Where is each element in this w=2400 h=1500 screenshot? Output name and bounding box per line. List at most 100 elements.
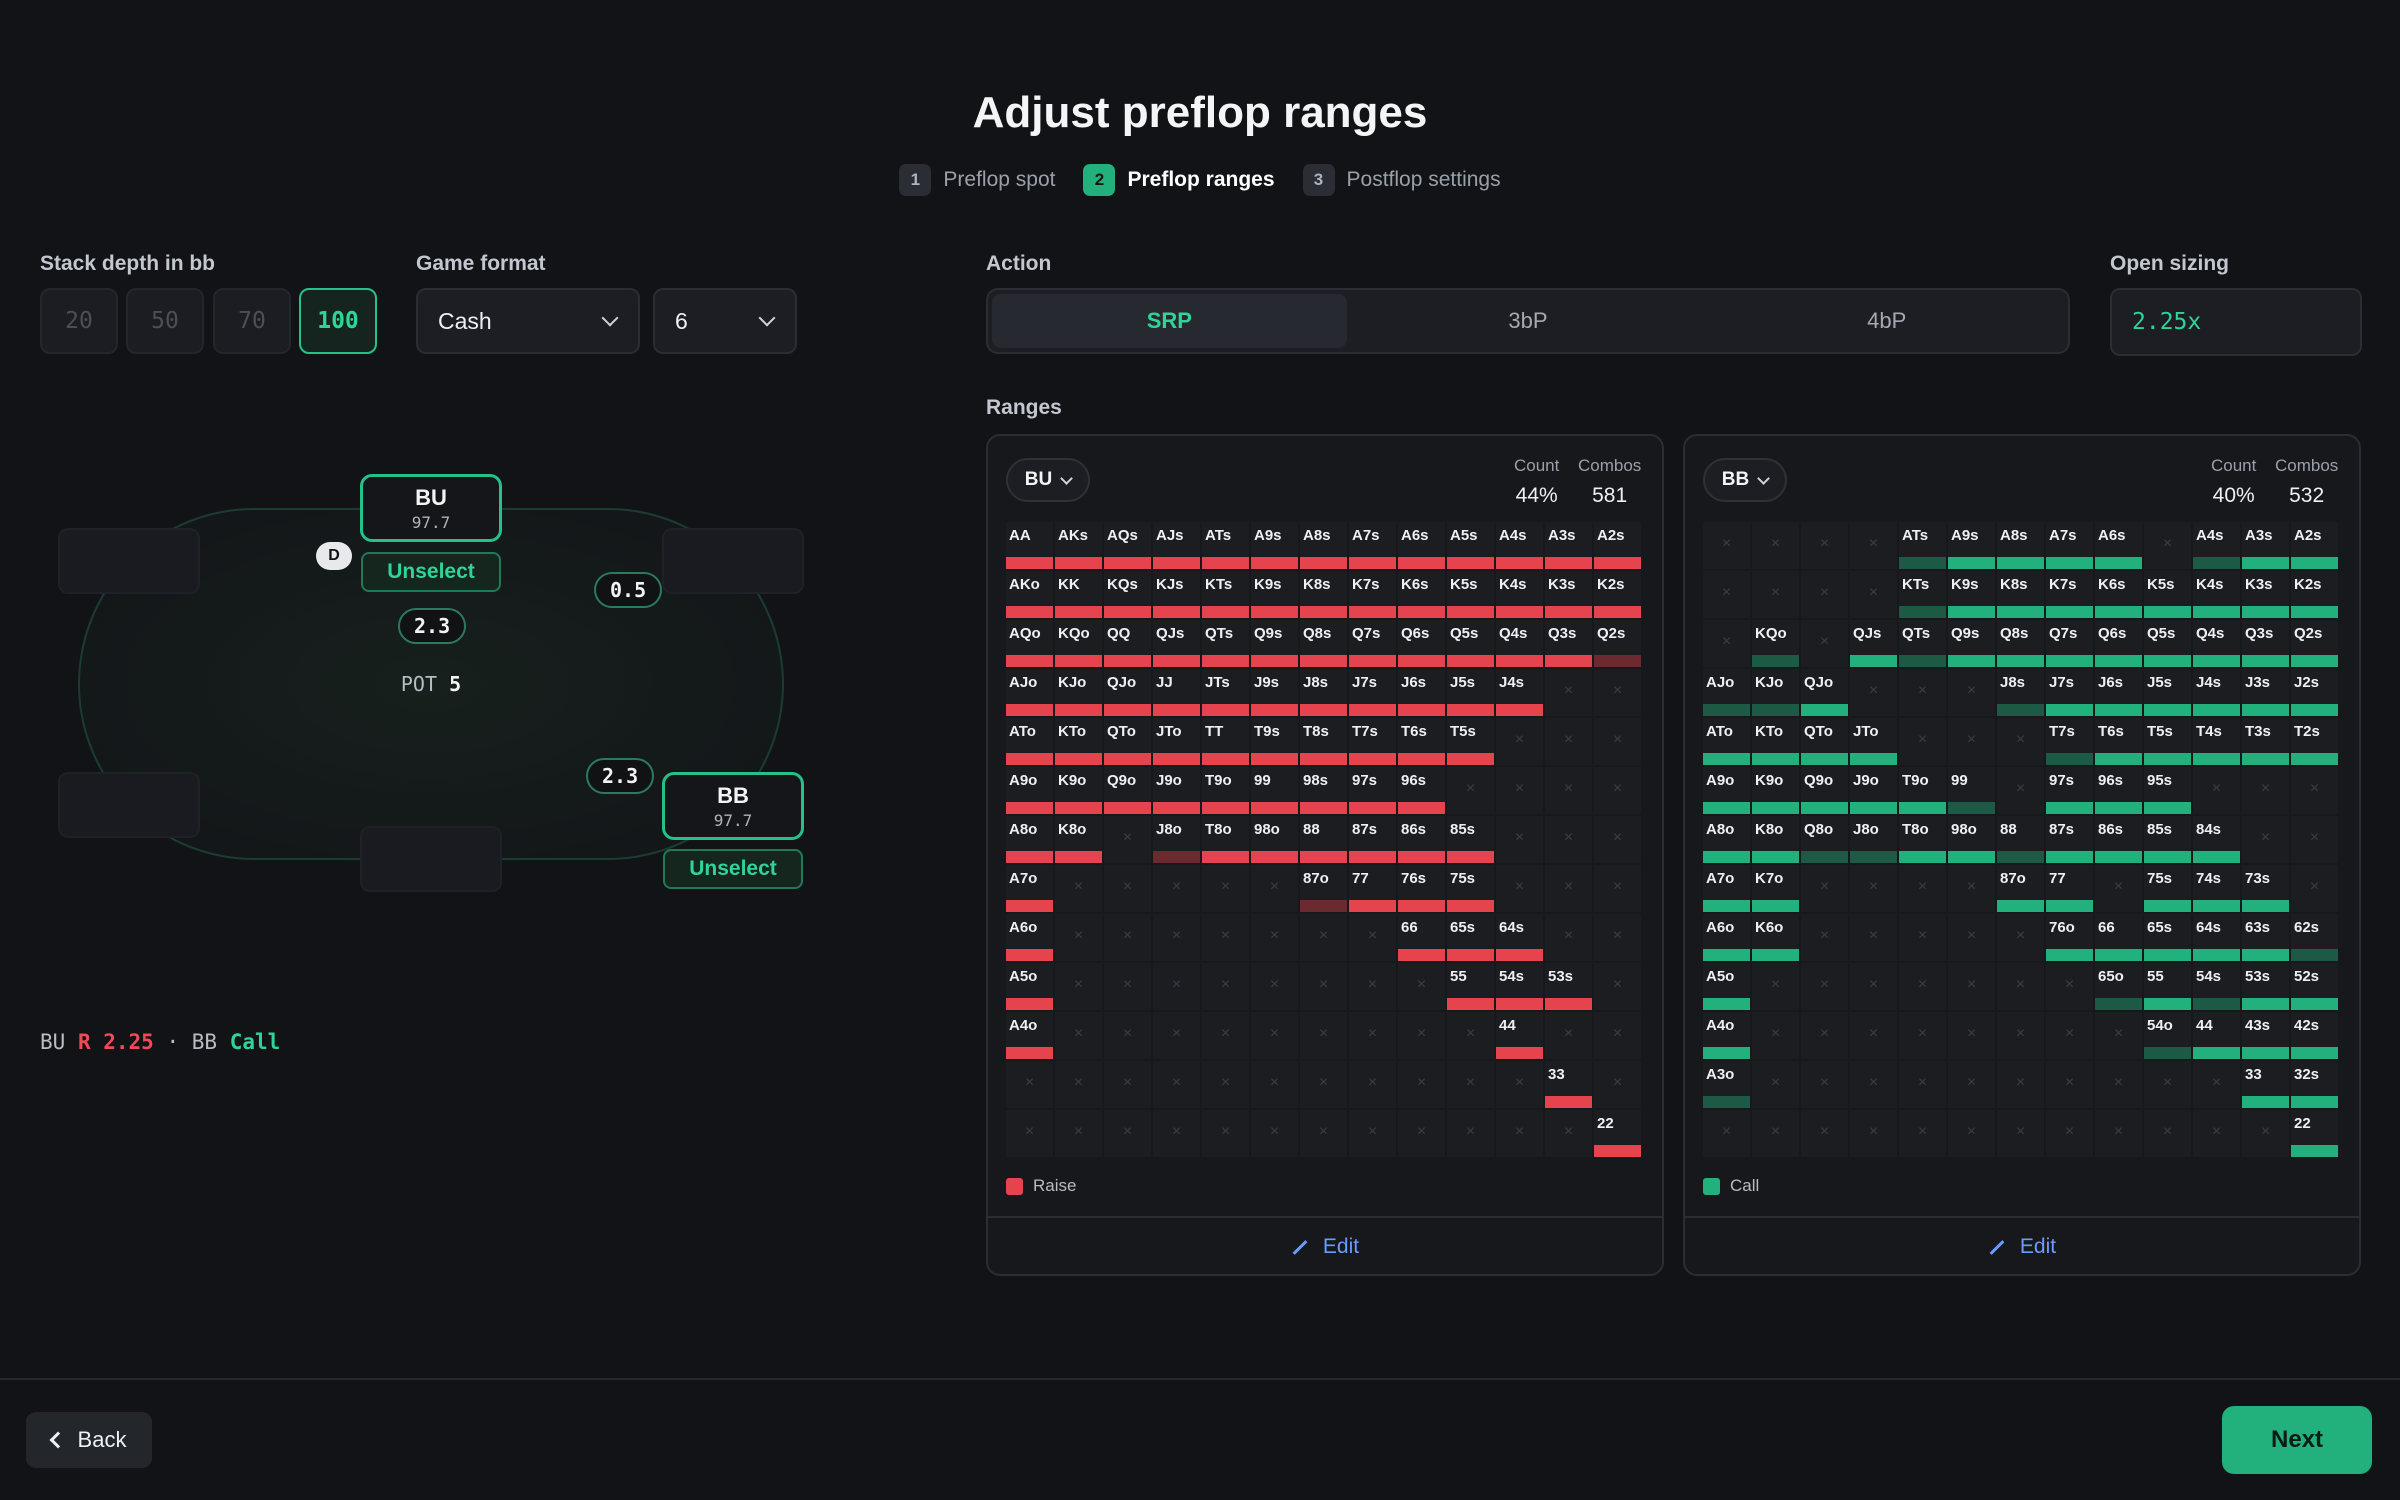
- hand-cell[interactable]: J5s: [1447, 669, 1494, 716]
- hand-cell-excluded[interactable]: ×: [1447, 1061, 1494, 1108]
- hand-cell[interactable]: K7s: [1349, 571, 1396, 618]
- hand-cell-excluded[interactable]: ×: [1496, 767, 1543, 814]
- hand-cell[interactable]: JTo: [1850, 718, 1897, 765]
- hand-cell[interactable]: Q9s: [1251, 620, 1298, 667]
- hand-cell-excluded[interactable]: ×: [1153, 1061, 1200, 1108]
- hand-cell-excluded[interactable]: ×: [1104, 865, 1151, 912]
- hand-cell[interactable]: A4o: [1006, 1012, 1053, 1059]
- hand-cell-excluded[interactable]: ×: [1594, 767, 1641, 814]
- hand-cell[interactable]: AJo: [1006, 669, 1053, 716]
- hand-cell[interactable]: AJs: [1153, 522, 1200, 569]
- seat-bb[interactable]: BB 97.7: [662, 772, 804, 840]
- hand-cell[interactable]: K4s: [2193, 571, 2240, 618]
- hand-cell-excluded[interactable]: ×: [1104, 1012, 1151, 1059]
- hand-cell-excluded[interactable]: ×: [1349, 1012, 1396, 1059]
- hand-cell-excluded[interactable]: ×: [1801, 865, 1848, 912]
- hand-cell[interactable]: A7o: [1703, 865, 1750, 912]
- hand-cell[interactable]: 22: [2291, 1110, 2338, 1157]
- hand-cell[interactable]: Q5s: [2144, 620, 2191, 667]
- hand-cell-excluded[interactable]: ×: [1104, 914, 1151, 961]
- hand-cell-excluded[interactable]: ×: [1251, 1012, 1298, 1059]
- hand-cell[interactable]: Q7s: [2046, 620, 2093, 667]
- hand-cell-excluded[interactable]: ×: [1349, 1110, 1396, 1157]
- step-preflop-ranges[interactable]: 2 Preflop ranges: [1083, 164, 1275, 196]
- hand-cell[interactable]: AQs: [1104, 522, 1151, 569]
- hand-cell[interactable]: A3s: [2242, 522, 2289, 569]
- hand-cell[interactable]: K6s: [1398, 571, 1445, 618]
- hand-cell[interactable]: 64s: [2193, 914, 2240, 961]
- edit-button[interactable]: Edit: [1685, 1216, 2359, 1276]
- hand-cell[interactable]: A7s: [1349, 522, 1396, 569]
- hand-cell[interactable]: AKs: [1055, 522, 1102, 569]
- hand-cell[interactable]: 52s: [2291, 963, 2338, 1010]
- hand-cell[interactable]: K9o: [1752, 767, 1799, 814]
- hand-cell-excluded[interactable]: ×: [2242, 1110, 2289, 1157]
- hand-cell-excluded[interactable]: ×: [1850, 1110, 1897, 1157]
- hand-cell[interactable]: A8s: [1997, 522, 2044, 569]
- hand-cell-excluded[interactable]: ×: [1801, 571, 1848, 618]
- hand-cell-excluded[interactable]: ×: [2046, 963, 2093, 1010]
- hand-cell[interactable]: K9s: [1948, 571, 1995, 618]
- hand-cell-excluded[interactable]: ×: [2046, 1012, 2093, 1059]
- hand-cell-excluded[interactable]: ×: [1801, 914, 1848, 961]
- hand-cell[interactable]: K7o: [1752, 865, 1799, 912]
- hand-cell[interactable]: QJs: [1850, 620, 1897, 667]
- hand-cell[interactable]: QJo: [1104, 669, 1151, 716]
- hand-cell[interactable]: A9o: [1703, 767, 1750, 814]
- hand-cell-excluded[interactable]: ×: [1997, 963, 2044, 1010]
- hand-cell-excluded[interactable]: ×: [1447, 1110, 1494, 1157]
- hand-cell[interactable]: 62s: [2291, 914, 2338, 961]
- hand-cell-excluded[interactable]: ×: [1594, 865, 1641, 912]
- hand-cell-excluded[interactable]: ×: [1752, 1012, 1799, 1059]
- hand-cell-excluded[interactable]: ×: [1850, 571, 1897, 618]
- hand-cell[interactable]: J9o: [1153, 767, 1200, 814]
- hand-cell-excluded[interactable]: ×: [1055, 1012, 1102, 1059]
- hand-cell[interactable]: K9s: [1251, 571, 1298, 618]
- hand-cell[interactable]: Q4s: [2193, 620, 2240, 667]
- hand-cell-excluded[interactable]: ×: [1055, 865, 1102, 912]
- hand-cell[interactable]: KTs: [1202, 571, 1249, 618]
- hand-cell[interactable]: 97s: [1349, 767, 1396, 814]
- hand-cell[interactable]: K8s: [1997, 571, 2044, 618]
- hand-cell[interactable]: KK: [1055, 571, 1102, 618]
- hand-cell-excluded[interactable]: ×: [1496, 1110, 1543, 1157]
- hand-cell-excluded[interactable]: ×: [1251, 963, 1298, 1010]
- hand-cell-excluded[interactable]: ×: [1202, 1110, 1249, 1157]
- hand-cell-excluded[interactable]: ×: [1006, 1061, 1053, 1108]
- hand-cell[interactable]: Q5s: [1447, 620, 1494, 667]
- hand-cell[interactable]: 54s: [1496, 963, 1543, 1010]
- hand-cell[interactable]: A2s: [1594, 522, 1641, 569]
- hand-cell-excluded[interactable]: ×: [1251, 914, 1298, 961]
- hand-cell-excluded[interactable]: ×: [1594, 669, 1641, 716]
- hand-cell[interactable]: KJo: [1055, 669, 1102, 716]
- hand-cell-excluded[interactable]: ×: [1545, 865, 1592, 912]
- hand-cell-excluded[interactable]: ×: [1948, 1012, 1995, 1059]
- hand-cell-excluded[interactable]: ×: [2095, 865, 2142, 912]
- hand-cell[interactable]: T8s: [1300, 718, 1347, 765]
- hand-cell[interactable]: Q9o: [1104, 767, 1151, 814]
- hand-cell[interactable]: A5s: [1447, 522, 1494, 569]
- empty-seat[interactable]: [360, 826, 502, 892]
- hand-cell-excluded[interactable]: ×: [1850, 669, 1897, 716]
- hand-cell-excluded[interactable]: ×: [1948, 914, 1995, 961]
- stack-option-70[interactable]: 70: [213, 288, 291, 354]
- hand-cell[interactable]: 87o: [1300, 865, 1347, 912]
- hand-cell[interactable]: A8o: [1703, 816, 1750, 863]
- hand-cell-excluded[interactable]: ×: [1202, 963, 1249, 1010]
- hand-cell[interactable]: J8o: [1850, 816, 1897, 863]
- hand-cell-excluded[interactable]: ×: [1594, 816, 1641, 863]
- hand-cell[interactable]: Q6s: [2095, 620, 2142, 667]
- hand-cell-excluded[interactable]: ×: [1594, 1012, 1641, 1059]
- hand-cell[interactable]: KJs: [1153, 571, 1200, 618]
- hand-cell[interactable]: J3s: [2242, 669, 2289, 716]
- stack-option-20[interactable]: 20: [40, 288, 118, 354]
- hand-cell[interactable]: 32s: [2291, 1061, 2338, 1108]
- hand-cell[interactable]: Q3s: [1545, 620, 1592, 667]
- hand-cell-excluded[interactable]: ×: [1104, 816, 1151, 863]
- hand-cell[interactable]: 54o: [2144, 1012, 2191, 1059]
- hand-cell[interactable]: J4s: [1496, 669, 1543, 716]
- hand-cell[interactable]: 99: [1251, 767, 1298, 814]
- hand-cell[interactable]: J6s: [1398, 669, 1445, 716]
- action-option-4bp[interactable]: 4bP: [1867, 308, 1907, 333]
- hand-cell[interactable]: 95s: [2144, 767, 2191, 814]
